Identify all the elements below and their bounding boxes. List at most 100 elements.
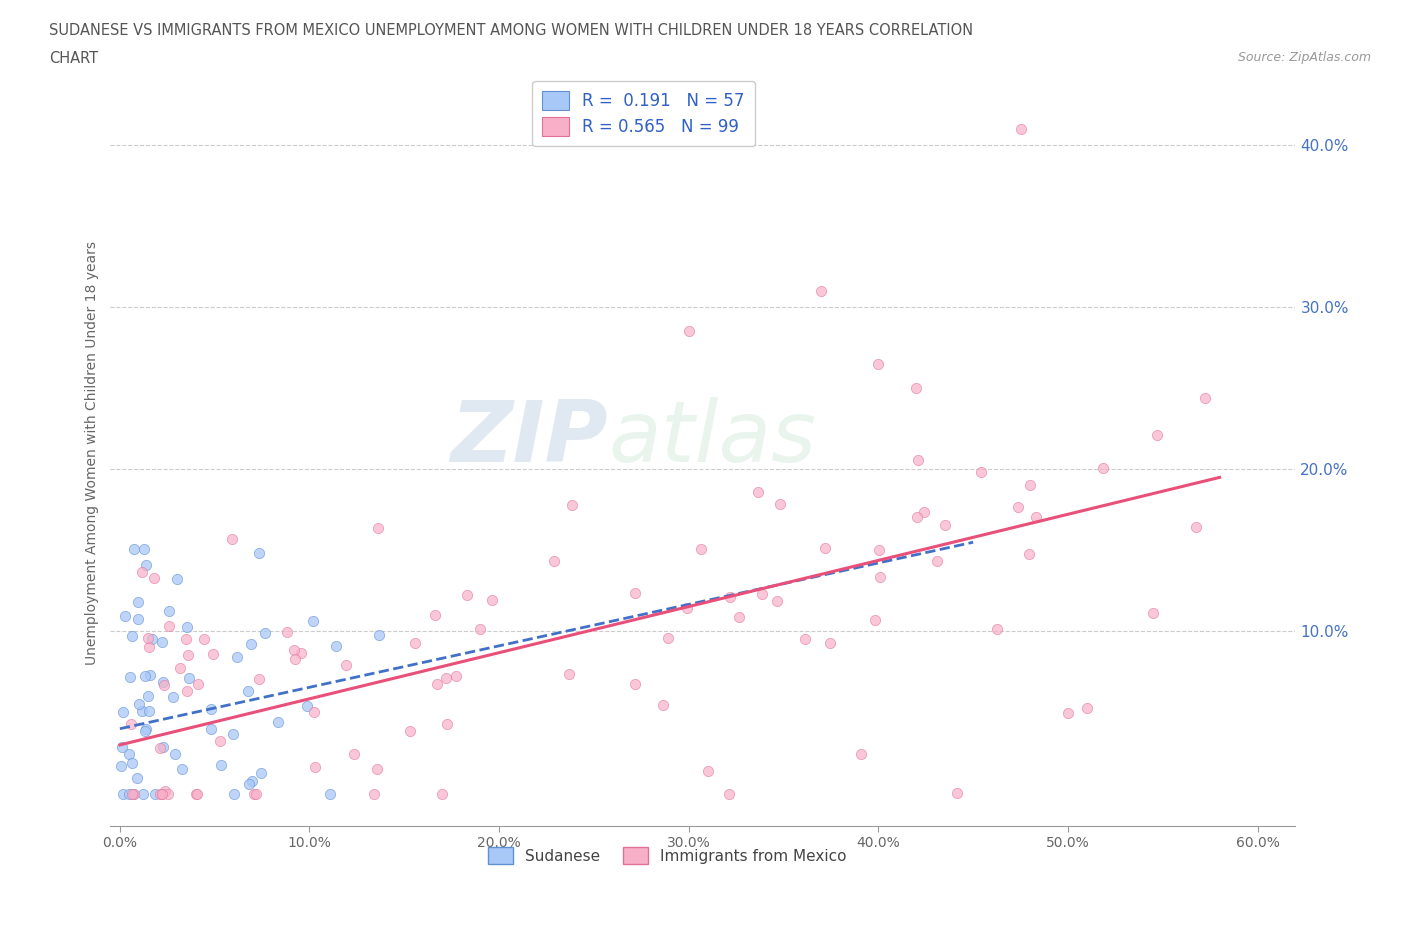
Point (624, 677, 647, 692)
Point (1007, 500, 1029, 515)
Point (152, 675, 174, 690)
Point (868, 542, 890, 557)
Point (561, 498, 583, 512)
Point (1076, 700, 1098, 715)
Point (135, 722, 157, 737)
Point (118, 670, 141, 684)
Point (114, 608, 136, 623)
Point (814, 540, 837, 555)
Point (150, 634, 173, 649)
Point (132, 786, 155, 801)
Point (152, 786, 174, 801)
Point (1092, 460, 1115, 475)
Point (1018, 546, 1040, 561)
Point (121, 755, 143, 770)
Point (157, 786, 180, 801)
Point (907, 453, 929, 468)
Point (127, 612, 149, 627)
Point (122, 786, 145, 801)
Point (166, 572, 188, 587)
Point (121, 629, 143, 644)
Point (697, 764, 720, 778)
Point (134, 669, 156, 684)
Point (131, 703, 153, 718)
Point (367, 520, 389, 535)
Point (970, 465, 993, 480)
Point (176, 620, 198, 635)
Point (404, 636, 426, 651)
Point (869, 569, 891, 584)
Point (132, 542, 155, 557)
Point (186, 786, 208, 801)
Point (986, 622, 1008, 637)
Point (1142, 605, 1164, 620)
Point (165, 747, 187, 762)
Point (905, 380, 928, 395)
Point (925, 553, 948, 568)
Point (426, 676, 449, 691)
Point (127, 771, 149, 786)
Point (297, 698, 319, 713)
Point (243, 786, 266, 801)
Point (240, 637, 263, 652)
Point (193, 631, 215, 646)
Point (652, 698, 675, 712)
Point (368, 628, 391, 643)
Point (176, 631, 198, 646)
Point (247, 671, 270, 686)
Point (481, 592, 503, 607)
Point (363, 786, 385, 801)
Point (868, 356, 890, 371)
Point (557, 667, 579, 682)
Point (221, 727, 243, 742)
Legend: Sudanese, Immigrants from Mexico: Sudanese, Immigrants from Mexico (482, 841, 852, 870)
Point (1010, 121, 1032, 136)
Point (157, 618, 180, 633)
Point (143, 786, 166, 801)
Point (818, 635, 841, 650)
Point (138, 640, 160, 655)
Point (117, 747, 139, 762)
Y-axis label: Unemployment Among Women with Children Under 18 years: Unemployment Among Women with Children U… (86, 241, 100, 665)
Point (176, 684, 198, 699)
Point (690, 542, 713, 557)
Point (434, 671, 457, 685)
Point (238, 777, 260, 791)
Point (111, 739, 134, 754)
Point (139, 668, 162, 683)
Point (170, 761, 193, 776)
Point (128, 697, 150, 711)
Point (283, 643, 305, 658)
Point (765, 593, 787, 608)
Point (141, 631, 163, 646)
Point (284, 652, 307, 667)
Point (793, 631, 815, 646)
Point (290, 645, 312, 660)
Point (176, 647, 198, 662)
Point (253, 625, 276, 640)
Point (118, 786, 141, 801)
Point (849, 746, 872, 761)
Point (201, 647, 224, 662)
Point (769, 497, 792, 512)
Point (343, 747, 366, 762)
Point (127, 594, 149, 609)
Point (150, 786, 173, 801)
Point (399, 724, 422, 738)
Point (444, 668, 467, 683)
Point (169, 661, 191, 676)
Point (456, 588, 478, 603)
Point (153, 784, 176, 799)
Point (136, 688, 159, 703)
Point (162, 689, 184, 704)
Point (1146, 428, 1168, 443)
Point (543, 553, 565, 568)
Text: Source: ZipAtlas.com: Source: ZipAtlas.com (1237, 51, 1371, 64)
Point (1019, 478, 1042, 493)
Point (678, 324, 700, 339)
Text: ZIP: ZIP (450, 396, 609, 480)
Point (624, 586, 647, 601)
Point (304, 760, 326, 775)
Point (121, 786, 143, 801)
Point (142, 570, 165, 585)
